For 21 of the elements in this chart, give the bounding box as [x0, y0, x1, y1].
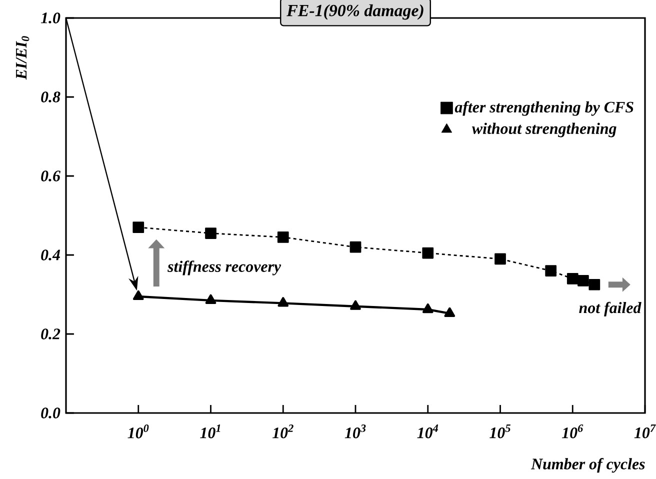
x-tick-label: 10$^{2}$ — [272, 424, 294, 438]
y-axis-title: EI/EI$_{0}$ — [16, 36, 30, 80]
legend-label: after strengthening by CFS — [454, 101, 634, 116]
x-tick-label: 10$^{7}$ — [634, 424, 656, 438]
y-tick-label: 0.8 — [41, 92, 60, 102]
x-tick-label: 10$^{4}$ — [417, 424, 438, 438]
annotation: not failed — [579, 302, 642, 316]
x-tick-label: 10$^{3}$ — [344, 424, 366, 438]
legend-label: without strengthening — [472, 122, 616, 138]
x-axis-title: Number of cycles — [530, 458, 645, 473]
y-tick-label: 0.6 — [41, 170, 60, 182]
y-tick-label: 1.0 — [40, 12, 60, 24]
x-tick-label: 10$^{0}$ — [128, 424, 149, 438]
x-tick-label: 10$^{1}$ — [200, 424, 220, 438]
x-tick-label: 10$^{6}$ — [562, 424, 584, 438]
chart-title: FE-1(90% damage) — [286, 4, 424, 20]
annotation: stiffness recovery — [167, 260, 282, 276]
y-tick-label: 0.2 — [41, 328, 60, 340]
y-tick-label: 0.0 — [41, 408, 60, 418]
x-tick-label: 10$^{5}$ — [490, 424, 510, 438]
y-tick-label: 0.4 — [41, 250, 60, 260]
